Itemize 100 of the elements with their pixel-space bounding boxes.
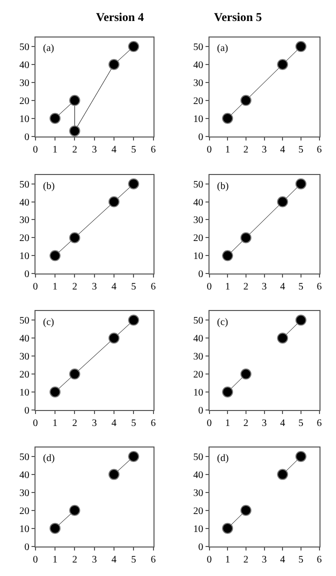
x-tick-label: 2 <box>72 418 78 429</box>
x-tick-label: 4 <box>111 554 116 566</box>
x-tick-label: 0 <box>206 282 212 293</box>
x-tick-label: 4 <box>111 144 116 156</box>
point <box>50 522 61 534</box>
point <box>222 522 234 534</box>
x-tick-label: 3 <box>92 144 97 156</box>
x-tick-label: 3 <box>262 282 267 293</box>
point <box>108 196 120 208</box>
y-tick-label: 10 <box>193 524 204 535</box>
x-tick-label: 1 <box>225 144 230 156</box>
y-tick-label: 50 <box>193 179 204 190</box>
x-tick-label: 3 <box>92 282 97 293</box>
point <box>222 250 234 262</box>
point <box>128 314 140 326</box>
x-tick-label: 4 <box>111 282 116 293</box>
x-tick-label: 6 <box>150 554 156 566</box>
x-tick-label: 6 <box>316 418 322 429</box>
x-tick-label: 1 <box>52 144 58 156</box>
x-tick-label: 3 <box>262 418 267 429</box>
x-tick-label: 2 <box>72 144 78 156</box>
x-tick-label: 5 <box>131 282 136 293</box>
x-tick-label: 3 <box>262 144 267 156</box>
point <box>295 41 306 52</box>
point <box>69 125 80 136</box>
x-tick-label: 1 <box>52 554 58 566</box>
y-tick-label: 30 <box>193 78 204 89</box>
x-tick-label: 0 <box>206 418 212 429</box>
x-tick-label: 0 <box>32 144 38 156</box>
chart-title: Version 4 <box>96 10 144 24</box>
y-tick-label: 50 <box>19 42 30 54</box>
x-tick-label: 5 <box>131 144 136 156</box>
y-tick-label: 30 <box>193 488 204 499</box>
y-tick-label: 40 <box>193 60 204 71</box>
y-tick-label: 0 <box>24 542 30 553</box>
annotation: (a) <box>43 43 54 54</box>
point <box>128 178 140 190</box>
x-tick-label: 4 <box>111 418 116 429</box>
point <box>277 332 288 344</box>
x-tick-label: 6 <box>150 282 156 293</box>
x-tick-label: 0 <box>206 554 212 566</box>
y-tick-label: 10 <box>19 251 30 262</box>
x-tick-label: 5 <box>131 418 136 429</box>
point <box>108 332 120 344</box>
point <box>128 41 140 52</box>
annotation: (a) <box>217 43 228 54</box>
y-tick-label: 0 <box>24 269 30 280</box>
y-tick-label: 40 <box>19 197 30 208</box>
x-tick-label: 2 <box>243 144 248 156</box>
y-tick-label: 0 <box>198 269 204 280</box>
x-tick-label: 6 <box>316 554 322 566</box>
y-tick-label: 30 <box>19 215 30 226</box>
y-tick-label: 40 <box>193 334 204 345</box>
y-tick-label: 30 <box>19 352 30 363</box>
point <box>240 94 252 106</box>
x-tick-label: 6 <box>150 144 156 156</box>
point <box>277 196 288 208</box>
annotation: (c) <box>217 317 228 328</box>
x-tick-label: 4 <box>280 144 286 156</box>
point <box>69 504 80 516</box>
y-tick-label: 10 <box>19 524 30 535</box>
annotation: (b) <box>43 181 55 192</box>
point <box>240 504 252 516</box>
x-tick-label: 1 <box>225 554 230 566</box>
x-tick-label: 0 <box>32 554 38 566</box>
y-tick-label: 50 <box>19 316 30 327</box>
y-tick-label: 40 <box>193 470 204 481</box>
x-tick-label: 0 <box>32 418 38 429</box>
y-tick-label: 20 <box>19 370 30 381</box>
x-tick-label: 6 <box>316 282 322 293</box>
y-tick-label: 50 <box>19 452 30 463</box>
x-tick-label: 5 <box>131 554 136 566</box>
y-tick-label: 20 <box>193 506 204 517</box>
y-tick-label: 10 <box>193 251 204 262</box>
x-tick-label: 2 <box>72 554 78 566</box>
point <box>50 112 61 124</box>
x-tick-label: 4 <box>280 554 286 566</box>
y-tick-label: 0 <box>198 132 204 143</box>
point <box>295 178 306 190</box>
y-tick-label: 10 <box>19 114 30 125</box>
y-tick-label: 50 <box>193 316 204 327</box>
x-tick-label: 4 <box>280 418 286 429</box>
y-tick-label: 50 <box>19 179 30 190</box>
x-tick-label: 2 <box>243 554 248 566</box>
x-tick-label: 1 <box>225 418 230 429</box>
x-tick-label: 5 <box>298 144 304 156</box>
x-tick-label: 6 <box>316 144 322 156</box>
point <box>222 386 234 398</box>
point <box>50 386 61 398</box>
y-tick-label: 0 <box>24 405 30 416</box>
x-tick-label: 3 <box>92 418 97 429</box>
point <box>108 468 120 480</box>
point <box>295 314 306 326</box>
point <box>295 450 306 462</box>
annotation: (d) <box>217 453 229 464</box>
y-tick-label: 10 <box>193 387 204 398</box>
y-tick-label: 20 <box>193 96 204 107</box>
y-tick-label: 10 <box>19 387 30 398</box>
x-tick-label: 5 <box>298 282 304 293</box>
point <box>240 232 252 244</box>
